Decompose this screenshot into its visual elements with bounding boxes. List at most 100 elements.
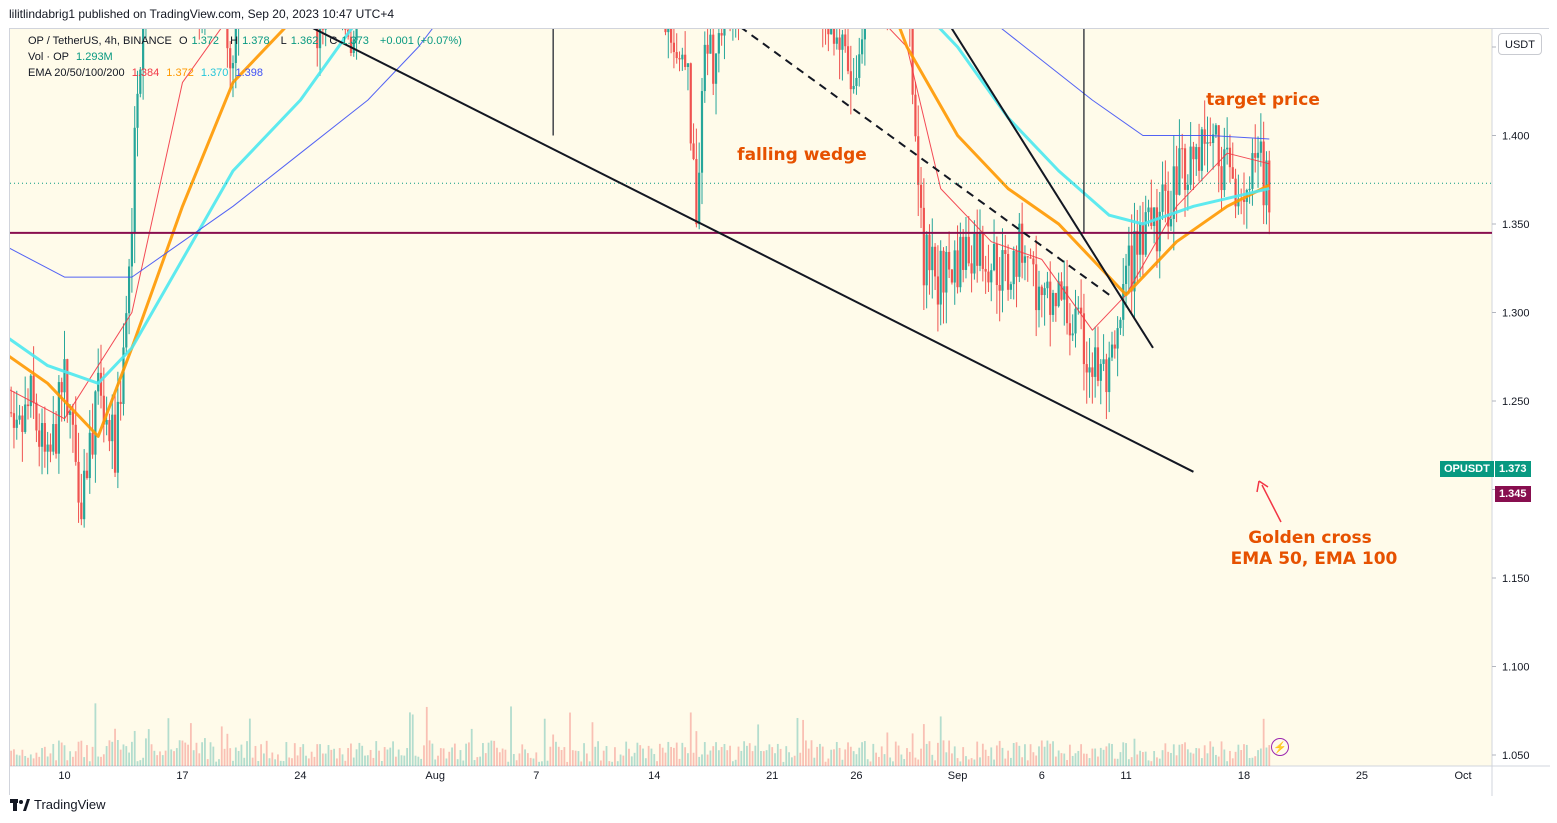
volume-bar — [159, 751, 161, 766]
volume-bar — [41, 748, 43, 766]
candle-body — [1074, 308, 1077, 334]
candle-body — [1178, 148, 1181, 195]
volume-label: Vol · OP — [28, 51, 69, 63]
golden-cross-ema-label: EMA 50, EMA 100 — [1231, 549, 1398, 569]
candle-body — [959, 236, 962, 288]
candle-body — [108, 420, 111, 442]
candle-body — [136, 93, 139, 128]
volume-bar — [29, 754, 32, 766]
volume-bar — [394, 756, 397, 766]
ema-legend[interactable]: EMA 20/50/100/200 1.384 1.372 1.370 1.39… — [28, 67, 267, 79]
volume-bar — [726, 750, 729, 766]
volume-bar — [187, 744, 189, 766]
volume-bar — [541, 761, 543, 766]
x-tick-label: 7 — [533, 770, 539, 782]
volume-bar — [198, 753, 201, 766]
candle-body — [24, 404, 27, 432]
volume-bar — [1195, 748, 1198, 766]
volume-bar — [813, 757, 816, 766]
currency-button[interactable]: USDT — [1498, 33, 1542, 55]
volume-bar — [782, 761, 785, 766]
volume-bar — [417, 756, 420, 766]
x-tick-label: 17 — [176, 770, 188, 782]
volume-bar — [439, 748, 442, 766]
volume-bar — [1091, 748, 1094, 766]
volume-bar — [55, 760, 57, 766]
volume-bar — [136, 761, 139, 766]
volume-bar — [338, 748, 341, 766]
volume-bar — [535, 752, 538, 766]
volume-bar — [350, 743, 352, 766]
volume-bar — [1026, 760, 1029, 766]
footer-logo[interactable]: TradingView — [10, 797, 106, 812]
volume-bar — [355, 749, 358, 766]
volume-bar — [625, 741, 628, 766]
candle-body — [1102, 359, 1105, 364]
x-tick-label: 21 — [766, 770, 778, 782]
volume-bar — [936, 742, 939, 766]
volume-bar — [650, 748, 653, 766]
volume-bar — [383, 747, 386, 766]
candle-body — [1209, 142, 1212, 144]
candle-body — [925, 234, 928, 286]
volume-bar — [1077, 750, 1080, 766]
volume-bar — [456, 759, 459, 766]
publish-line: lilitlindabrig1 published on TradingView… — [9, 7, 395, 21]
volume-bar — [153, 750, 156, 766]
candle-body — [942, 250, 945, 293]
y-tick-label: 1.300 — [1502, 308, 1530, 320]
volume-bar — [900, 754, 903, 766]
volume-bar — [24, 755, 27, 766]
price-chart[interactable]: 1.0501.1001.1501.2001.2501.3001.3501.400… — [10, 29, 1550, 796]
volume-bar — [178, 740, 181, 766]
volume-bar — [920, 748, 922, 766]
chart-frame[interactable]: 1.0501.1001.1501.2001.2501.3001.3501.400… — [9, 28, 1550, 796]
volume-legend[interactable]: Vol · OP 1.293M — [28, 51, 117, 63]
volume-bar — [917, 759, 920, 766]
volume-bar — [664, 752, 667, 766]
symbol-legend[interactable]: OP / TetherUS, 4h, BINANCE O 1.372 H 1.378… — [28, 35, 466, 47]
volume-bar — [720, 746, 723, 766]
tradingview-logo-icon — [10, 798, 30, 811]
volume-bar — [706, 754, 709, 766]
lightning-icon[interactable]: ⚡ — [1271, 738, 1289, 756]
volume-bar — [670, 746, 672, 766]
volume-bar — [77, 741, 80, 766]
volume-bar — [420, 758, 423, 766]
ohlc-high: H 1.378 — [230, 35, 270, 47]
golden-cross-label: Golden cross — [1248, 528, 1372, 548]
candle-body — [1212, 134, 1215, 144]
volume-bar — [622, 755, 625, 766]
volume-bar — [546, 760, 549, 766]
volume-bar — [549, 746, 552, 766]
volume-bar — [922, 724, 925, 766]
volume-bar — [260, 744, 262, 766]
volume-bar — [496, 747, 498, 766]
volume-bar — [925, 743, 928, 766]
volume-bar — [681, 742, 684, 766]
volume-bar — [861, 742, 863, 766]
candle-body — [1217, 125, 1220, 167]
candle-body — [318, 29, 322, 49]
x-tick-label: 26 — [850, 770, 862, 782]
candle-body — [684, 54, 687, 67]
volume-bar — [437, 755, 439, 766]
volume-bar — [487, 742, 490, 766]
volume-bar — [411, 714, 414, 766]
candle-body — [1251, 153, 1254, 189]
footer-brand: TradingView — [34, 797, 106, 812]
candle-body — [1153, 207, 1156, 226]
volume-bar — [571, 750, 574, 766]
candle-body — [1091, 367, 1094, 377]
volume-bar — [1234, 751, 1237, 766]
volume-bar — [928, 741, 931, 766]
volume-bar — [218, 759, 220, 766]
candle-body — [667, 29, 670, 33]
volume-bar — [361, 745, 364, 766]
candle-body — [71, 411, 75, 425]
candle-body — [1150, 207, 1153, 226]
volume-bar — [827, 758, 830, 766]
candle-body — [324, 29, 327, 30]
candle-body — [981, 232, 984, 269]
volume-bar — [987, 755, 990, 766]
